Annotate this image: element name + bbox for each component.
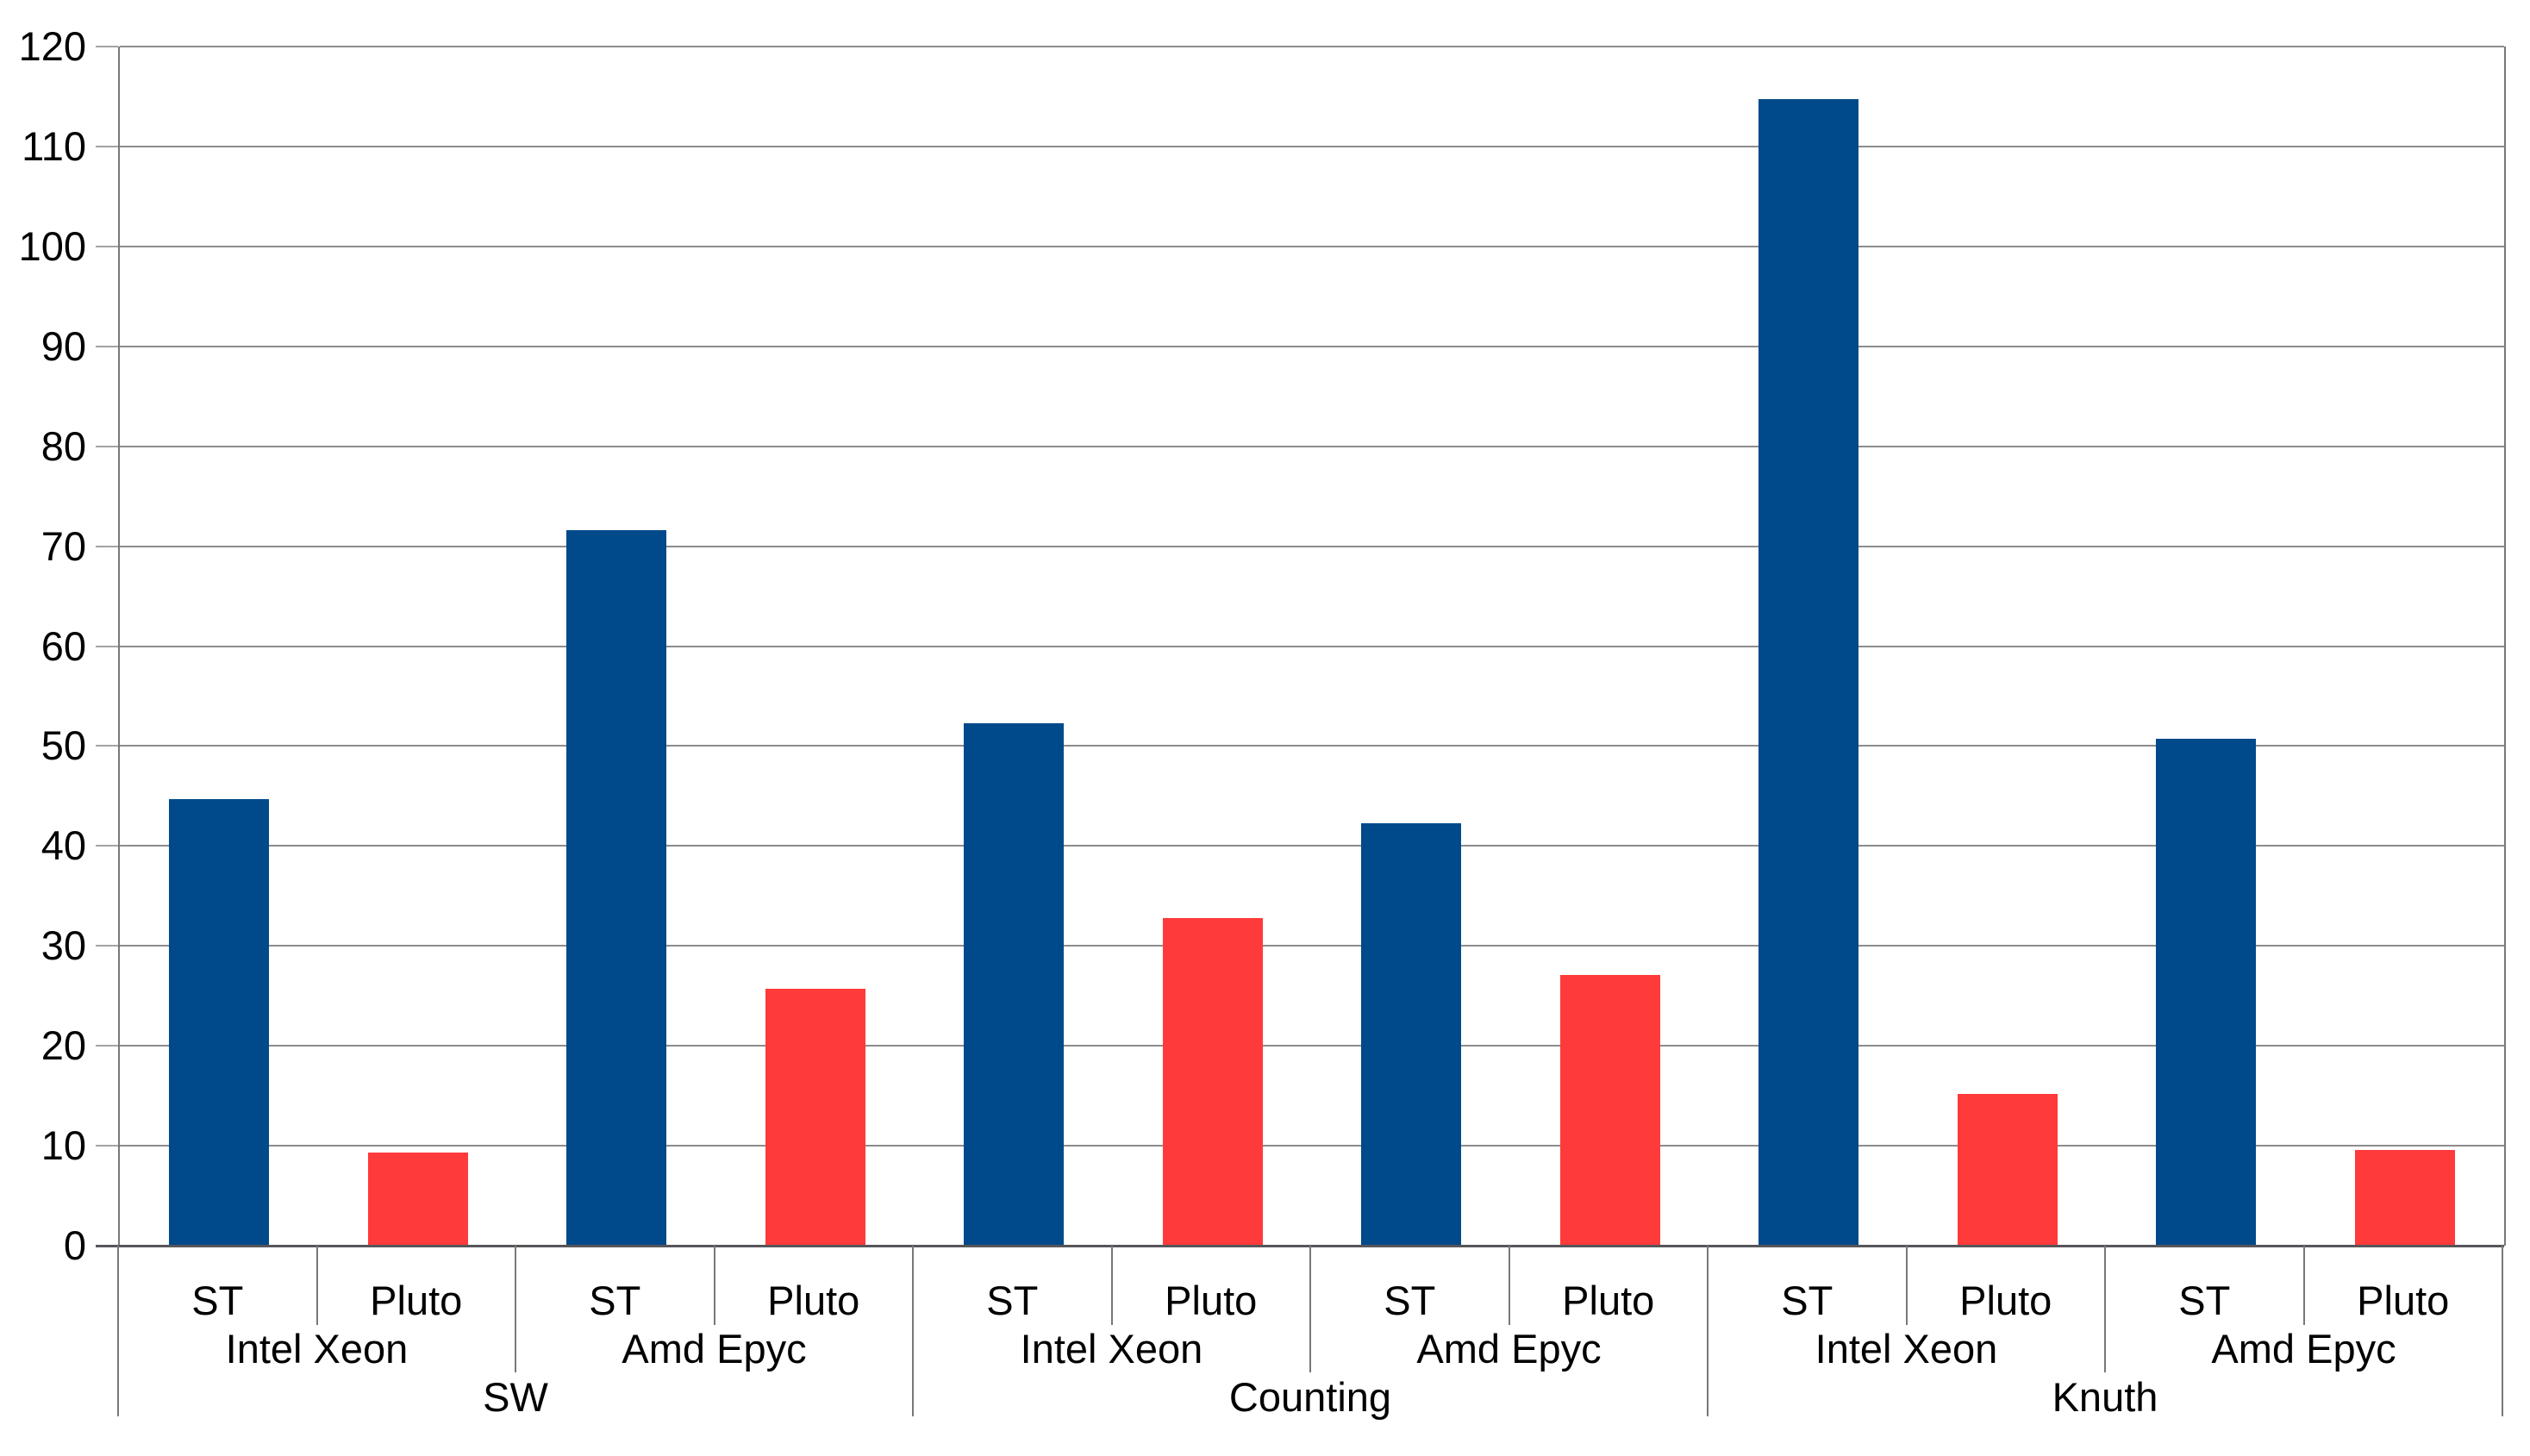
category-tick-level-1 bbox=[1508, 1246, 1510, 1325]
bar-category-label: Pluto bbox=[1959, 1278, 2052, 1323]
bar-category-label: Pluto bbox=[767, 1278, 860, 1323]
y-tick-label: 90 bbox=[41, 322, 86, 369]
y-tick-mark bbox=[96, 645, 118, 647]
bar-category-label: ST bbox=[589, 1278, 641, 1323]
y-tick-mark bbox=[96, 245, 118, 247]
gridline bbox=[120, 345, 2504, 347]
category-tick-level-1 bbox=[713, 1246, 715, 1325]
y-tick-mark bbox=[96, 1045, 118, 1047]
y-tick-mark bbox=[96, 845, 118, 847]
gridline bbox=[120, 245, 2504, 247]
bar-st bbox=[169, 798, 270, 1246]
gridline bbox=[120, 445, 2504, 447]
category-tick-level-1 bbox=[2302, 1246, 2305, 1325]
y-tick-label: 0 bbox=[63, 1222, 86, 1268]
category-tick-level-3 bbox=[2502, 1246, 2503, 1416]
category-tick-level-3 bbox=[117, 1246, 119, 1416]
bar-pluto bbox=[765, 989, 865, 1246]
subgroup-label: Amd Epyc bbox=[622, 1326, 807, 1372]
y-tick-mark bbox=[96, 545, 118, 547]
gridline bbox=[120, 645, 2504, 647]
bar-pluto bbox=[1957, 1093, 2058, 1246]
gridline bbox=[120, 845, 2504, 847]
category-tick-level-3 bbox=[912, 1246, 914, 1416]
y-tick-label: 30 bbox=[41, 922, 86, 969]
bar-category-label: Pluto bbox=[1165, 1278, 1258, 1323]
gridline bbox=[120, 145, 2504, 147]
bar-category-label: Pluto bbox=[2357, 1278, 2450, 1323]
y-tick-mark bbox=[96, 445, 118, 447]
bar-category-label: ST bbox=[2178, 1278, 2231, 1323]
y-tick-mark bbox=[96, 745, 118, 747]
gridline bbox=[120, 545, 2504, 547]
bar-category-label: ST bbox=[1781, 1278, 1833, 1323]
subgroup-label: Intel Xeon bbox=[1815, 1326, 1998, 1372]
y-tick-label: 50 bbox=[41, 722, 86, 769]
subgroup-label: Amd Epyc bbox=[2211, 1326, 2396, 1372]
bar-category-label: Pluto bbox=[1562, 1278, 1655, 1323]
category-tick-level-2 bbox=[1309, 1246, 1311, 1372]
y-tick-mark bbox=[96, 145, 118, 147]
y-tick-label: 20 bbox=[41, 1022, 86, 1069]
bar-pluto bbox=[1162, 917, 1263, 1246]
y-tick-mark bbox=[96, 46, 118, 47]
bar-category-label: ST bbox=[191, 1278, 244, 1323]
group-label: SW bbox=[483, 1374, 548, 1420]
y-tick-label: 120 bbox=[18, 23, 86, 69]
category-tick-level-3 bbox=[1707, 1246, 1709, 1416]
gridline bbox=[120, 945, 2504, 947]
group-label: Counting bbox=[1228, 1374, 1392, 1420]
y-tick-label: 60 bbox=[41, 622, 86, 669]
y-tick-label: 80 bbox=[41, 422, 86, 469]
gridline bbox=[120, 46, 2504, 47]
gridline bbox=[120, 745, 2504, 747]
bar-category-label: Pluto bbox=[370, 1278, 463, 1323]
y-tick-mark bbox=[96, 345, 118, 347]
x-axis-line bbox=[96, 1245, 2504, 1247]
y-tick-label: 110 bbox=[22, 122, 86, 169]
bar-category-label: ST bbox=[1384, 1278, 1436, 1323]
y-tick-label: 10 bbox=[41, 1122, 86, 1169]
gridline bbox=[120, 1145, 2504, 1147]
y-tick-mark bbox=[96, 945, 118, 947]
bar-category-label: ST bbox=[986, 1278, 1039, 1323]
bar-pluto bbox=[367, 1153, 468, 1246]
gridline bbox=[120, 1045, 2504, 1047]
plot-area bbox=[118, 46, 2506, 1246]
bar-pluto bbox=[2354, 1149, 2455, 1246]
bar-st bbox=[964, 722, 1065, 1246]
group-label: Knuth bbox=[2052, 1374, 2158, 1420]
y-tick-mark bbox=[96, 1145, 118, 1147]
category-tick-level-1 bbox=[1905, 1246, 1908, 1325]
category-tick-level-1 bbox=[315, 1246, 318, 1325]
subgroup-label: Amd Epyc bbox=[1416, 1326, 1602, 1372]
y-tick-label: 70 bbox=[41, 522, 86, 569]
subgroup-label: Intel Xeon bbox=[1020, 1326, 1203, 1372]
subgroup-label: Intel Xeon bbox=[225, 1326, 409, 1372]
category-tick-level-1 bbox=[1110, 1246, 1113, 1325]
category-tick-level-2 bbox=[515, 1246, 516, 1372]
bar-st bbox=[566, 530, 667, 1246]
bar-st bbox=[1361, 822, 1462, 1246]
category-tick-level-2 bbox=[2104, 1246, 2106, 1372]
y-tick-label: 40 bbox=[41, 822, 86, 869]
bar-st bbox=[2156, 739, 2257, 1246]
y-tick-label: 100 bbox=[18, 222, 86, 269]
bar-st bbox=[1759, 99, 1859, 1246]
bar-pluto bbox=[1559, 974, 1660, 1246]
